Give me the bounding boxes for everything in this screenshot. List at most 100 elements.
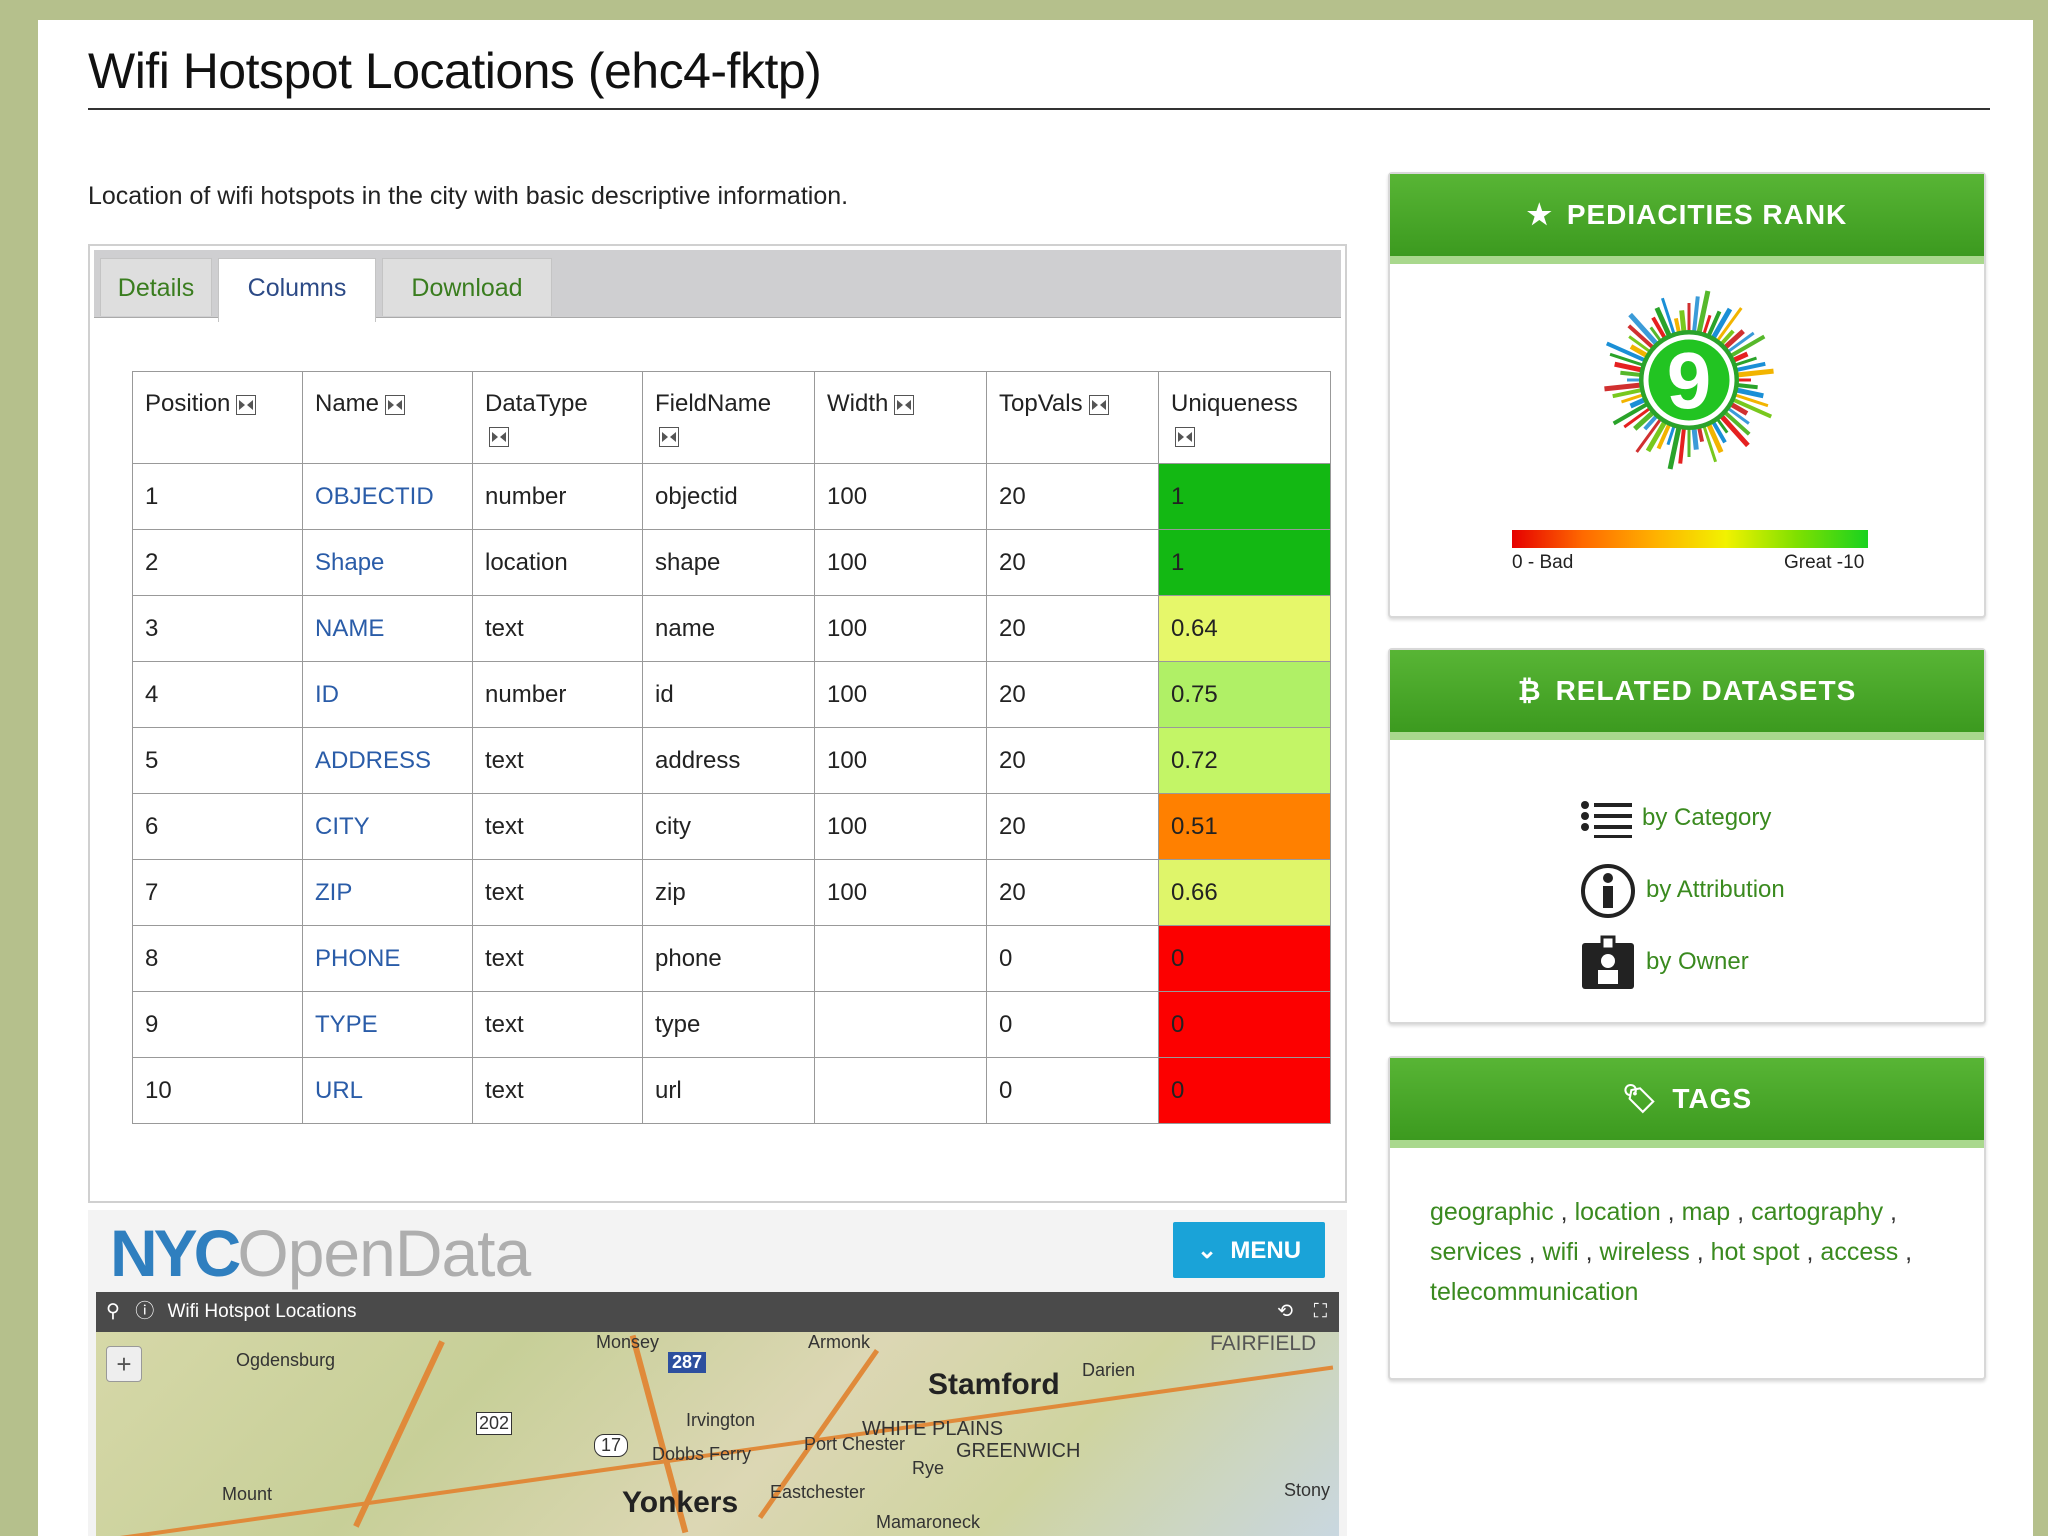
sort-icon[interactable] [236,394,257,415]
sort-icon[interactable] [489,426,509,447]
tag-link[interactable]: cartography [1751,1198,1884,1226]
cell-fieldname: phone [642,925,815,992]
cell-uniqueness: 0.64 [1158,595,1331,662]
related-by-attribution-link[interactable]: by Attribution [1580,862,1785,918]
table-row: 3 NAME text name 100 20 0.64 [132,595,1331,662]
tags-header-label: TAGS [1672,1083,1753,1114]
cell-position: 4 [132,661,303,728]
cell-name[interactable]: URL [302,1057,473,1124]
cell-position: 7 [132,859,303,926]
table-row: 10 URL text url 0 0 [132,1057,1331,1124]
table-row: 7 ZIP text zip 100 20 0.66 [132,859,1331,926]
cell-name[interactable]: NAME [302,595,473,662]
burst-ray [1612,388,1643,399]
cell-position: 5 [132,727,303,794]
burst-ray [1628,335,1652,353]
map-label: Ogdensburg [236,1350,336,1370]
cell-name[interactable]: ZIP [302,859,473,926]
scale-min-label: 0 - Bad [1512,552,1574,573]
title-divider [88,108,1990,110]
map-label: Stony [1284,1480,1331,1500]
fullscreen-icon[interactable]: ⛶ [1313,1301,1327,1322]
tab-columns[interactable]: Columns [218,258,376,322]
tag-link[interactable]: wifi [1542,1238,1579,1266]
list-icon [1581,800,1632,838]
map-label: Darien [1082,1360,1136,1380]
cell-topvals: 20 [986,727,1159,794]
cell-datatype: text [472,1057,643,1124]
tags-list: geographic , location , map , cartograph… [1430,1192,1970,1312]
header-datatype: DataType [472,371,643,464]
related-link-label: by Owner [1646,948,1749,975]
rank-value: 9 [1667,336,1712,425]
tab-details[interactable]: Details [100,258,212,316]
tag-link[interactable]: services [1430,1238,1522,1266]
tag-link[interactable]: access [1820,1238,1899,1266]
burst-ray [1612,402,1649,426]
dataset-description: Location of wifi hotspots in the city wi… [88,182,849,210]
cell-name[interactable]: CITY [302,793,473,860]
map-label: Port Chester [804,1434,906,1454]
burst-ray [1649,326,1662,343]
sort-icon[interactable] [659,426,679,447]
menu-button[interactable]: ⌄ MENU [1173,1222,1325,1278]
tag-icon: 🏷 [1621,1083,1659,1114]
cell-datatype: text [472,859,643,926]
map-embed: NYCOpenData ⌄ MENU ⚲ ⓘ Wifi Hotspot Loca… [88,1210,1347,1536]
tag-link[interactable]: location [1574,1198,1661,1226]
cell-name[interactable]: PHONE [302,925,473,992]
cell-topvals: 20 [986,595,1159,662]
tag-link[interactable]: geographic [1430,1198,1554,1226]
sort-icon[interactable] [894,394,915,415]
table-body: 1 OBJECTID number objectid 100 20 1 2 Shape locat… [132,463,1331,1124]
burst-ray [1734,356,1757,367]
table-row: 4 ID number id 100 20 0.75 [132,661,1331,728]
burst-ray [1643,414,1659,431]
burst-ray [1736,383,1758,390]
burst-ray [1651,316,1667,340]
sort-icon[interactable] [385,394,406,415]
cell-name[interactable]: TYPE [302,991,473,1058]
burst-ray [1706,422,1724,454]
related-by-category-link[interactable]: by Category [1580,790,1771,846]
table-row: 6 CITY text city 100 20 0.51 [132,793,1331,860]
tag-link[interactable]: telecommunication [1430,1278,1639,1306]
cell-uniqueness: 0 [1158,1057,1331,1124]
tag-link[interactable]: hot spot [1710,1238,1800,1266]
cell-uniqueness: 0.66 [1158,859,1331,926]
cell-datatype: text [472,925,643,992]
info-icon[interactable]: ⓘ [135,1301,155,1322]
header-label: Uniqueness [1171,390,1298,417]
tab-download[interactable]: Download [382,258,552,316]
related-by-owner-link[interactable]: by Owner [1580,934,1749,990]
header-label: Position [145,390,231,417]
tag-link[interactable]: map [1681,1198,1731,1226]
burst-ray [1734,393,1769,408]
tag-separator: , [1553,1198,1575,1226]
burst-ray [1716,417,1729,434]
burst-ray [1635,417,1662,453]
map-canvas[interactable]: + Ogdensburg Monsey Armonk Stamford Dari… [96,1332,1339,1536]
tag-link[interactable]: wireless [1599,1238,1690,1266]
page-title: Wifi Hotspot Locations (ehc4-fktp) [88,43,822,99]
table-header-row: Position Name DataType FieldName Width T… [132,371,1331,464]
zoom-in-button[interactable]: + [106,1346,142,1382]
search-icon[interactable]: ⚲ [106,1301,120,1322]
burst-ray [1696,290,1711,334]
sort-icon[interactable] [1175,426,1195,447]
cell-fieldname: name [642,595,815,662]
header-width: Width [814,371,987,464]
burst-ray [1702,314,1712,335]
sort-icon[interactable] [1088,394,1109,415]
cell-position: 8 [132,925,303,992]
header-position: Position [132,371,303,464]
cell-name[interactable]: OBJECTID [302,463,473,530]
cell-width [814,991,987,1058]
map-label: Monsey [596,1332,660,1352]
share-icon[interactable]: ⟲ [1277,1301,1293,1322]
cell-name[interactable]: ID [302,661,473,728]
map-label: Stamford [928,1368,1060,1401]
cell-name[interactable]: Shape [302,529,473,596]
burst-ray [1692,296,1700,333]
cell-name[interactable]: ADDRESS [302,727,473,794]
